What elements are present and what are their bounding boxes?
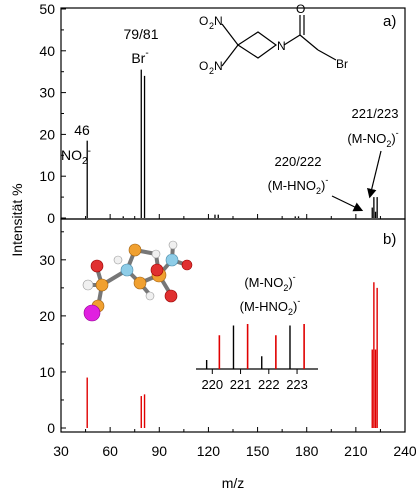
panel-a-ytick-label: 0 [47,210,55,226]
panel-b-xtick-label: 150 [246,443,270,459]
svg-text:(M-HNO2)-: (M-HNO2)- [268,175,329,196]
svg-text:Br: Br [336,57,348,71]
inset-bars [205,324,305,369]
panel-a-ticks: 0 10 20 30 40 50 [39,1,406,226]
panel-a-ytick-label: 30 [39,85,55,101]
panel-a-bars [86,69,378,218]
svg-text:O: O [199,14,208,28]
svg-text:N: N [277,39,286,53]
inset-label-m-no2: (M-NO2)- [244,272,295,293]
svg-text:O: O [199,59,208,73]
annotation-m-hno2: 220/222 (M-HNO2)- [268,154,329,196]
y-axis-label: Intensität % [9,183,25,256]
panel-b-ytick-label: 30 [39,252,55,268]
annotation-no2: 46 NO2- [61,122,91,167]
svg-text:N: N [214,59,223,73]
svg-text:N: N [214,14,223,28]
panel-b-bars [86,282,378,428]
panel-b-xtick-label: 60 [102,443,118,459]
panel-a-ytick-label: 10 [39,168,55,184]
arrow-m-hno2 [331,195,364,212]
panel-b-xtick-label: 240 [393,443,416,459]
svg-text:Br-: Br- [131,48,148,66]
svg-text:O: O [296,2,305,16]
panel-b-xtick-label: 120 [197,443,221,459]
inset-xtick-label: 220 [201,377,223,392]
panel-b-xtick-label: 30 [53,443,69,459]
panel-b-label: b) [383,231,396,248]
panel-a-ytick-label: 40 [39,43,55,59]
inset-xtick-label: 223 [286,377,308,392]
panel-b-xtick-label: 180 [295,443,319,459]
panel-b-ticks: 0 10 20 30 30 60 90 120 150 180 210 240 [39,231,416,459]
panel-b-ytick-label: 20 [39,308,55,324]
x-axis-label: m/z [222,475,245,491]
inset: (M-NO2)- (M-HNO2)- 220 221 222 223 [196,272,318,392]
panel-b-xtick-label: 210 [344,443,368,459]
inset-xtick-label: 222 [258,377,280,392]
panel-a-ytick-label: 50 [39,1,55,17]
svg-text:221/223: 221/223 [352,106,399,121]
panel-b-ytick-label: 10 [39,364,55,380]
panel-b-xtick-label: 90 [151,443,167,459]
panel-b-ytick-label: 0 [47,420,55,436]
svg-text:(M-NO2)-: (M-NO2)- [347,128,398,149]
inset-xtick-label: 221 [230,377,252,392]
arrow-m-no2 [367,150,382,199]
panel-a-label: a) [383,13,396,30]
inset-label-m-hno2: (M-HNO2)- [240,296,301,317]
svg-text:46: 46 [74,122,90,138]
svg-text:79/81: 79/81 [123,26,158,42]
inset-ticks: 220 221 222 223 [201,369,308,392]
annotation-m-no2: 221/223 (M-NO2)- [347,106,398,149]
structural-formula: O 2 N O 2 N N O Br [199,2,348,76]
panel-a-ytick-label: 20 [39,126,55,142]
molecule-3d-model [82,240,193,322]
svg-text:2: 2 [209,66,214,76]
annotation-br: 79/81 Br- [123,26,158,66]
svg-text:NO2-: NO2- [61,146,91,167]
svg-text:220/222: 220/222 [275,154,322,169]
svg-text:2: 2 [209,21,214,31]
